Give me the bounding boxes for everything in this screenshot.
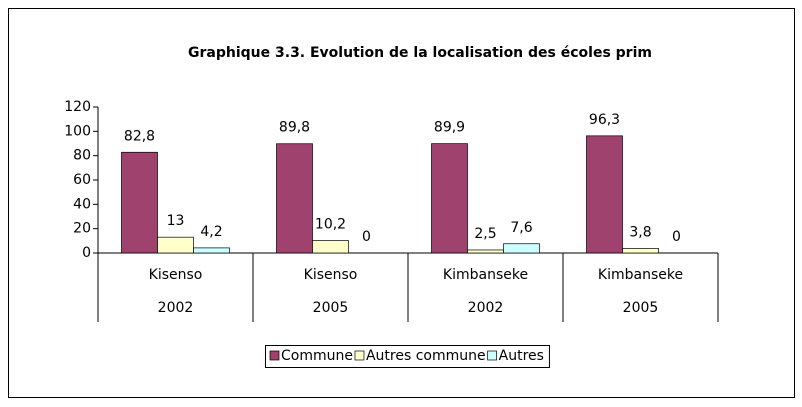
data-label: 96,3 (589, 112, 620, 128)
data-label: 7,6 (510, 220, 532, 236)
legend-box (265, 345, 550, 368)
data-label: 82,8 (124, 128, 155, 144)
bar (431, 143, 468, 254)
bar (157, 236, 194, 254)
bar (312, 240, 349, 254)
bar (193, 247, 230, 254)
x-tick-label: Kimbanseke (598, 267, 683, 283)
legend-label: Autres commune (366, 348, 486, 364)
data-label: 13 (167, 213, 185, 229)
x-tick-sublabel: 2005 (313, 300, 349, 316)
bar (121, 151, 158, 254)
chart-title: Graphique 3.3. Evolution de la localisat… (188, 45, 652, 61)
data-label: 89,8 (279, 120, 310, 136)
y-tick-label: 120 (64, 99, 91, 115)
legend-label: Autres (499, 348, 544, 364)
data-label: 0 (672, 229, 681, 245)
x-tick-label: Kisenso (149, 267, 203, 283)
bar (467, 249, 504, 254)
legend-swatch (354, 350, 365, 361)
y-tick-label: 20 (73, 221, 91, 237)
data-label: 3,8 (629, 224, 651, 240)
x-tick-label: Kimbanseke (443, 267, 528, 283)
y-tick-label: 0 (82, 245, 91, 261)
data-label: 89,9 (434, 120, 465, 136)
data-label: 0 (362, 229, 371, 245)
data-label: 4,2 (200, 224, 222, 240)
bar (276, 143, 313, 254)
bar (622, 248, 659, 254)
bar (503, 243, 540, 254)
data-label: 2,5 (474, 226, 496, 242)
y-tick-label: 80 (73, 148, 91, 164)
x-tick-sublabel: 2002 (158, 300, 194, 316)
y-tick-label: 60 (73, 172, 91, 188)
x-tick-label: Kisenso (304, 267, 358, 283)
y-tick-label: 40 (73, 196, 91, 212)
legend-label: Commune (281, 348, 353, 364)
legend-swatch (269, 350, 280, 361)
x-tick-sublabel: 2005 (623, 300, 659, 316)
y-tick-label: 100 (64, 123, 91, 139)
legend-swatch (487, 350, 497, 361)
x-tick-sublabel: 2002 (468, 300, 504, 316)
bar (586, 135, 623, 254)
data-label: 10,2 (315, 217, 346, 233)
